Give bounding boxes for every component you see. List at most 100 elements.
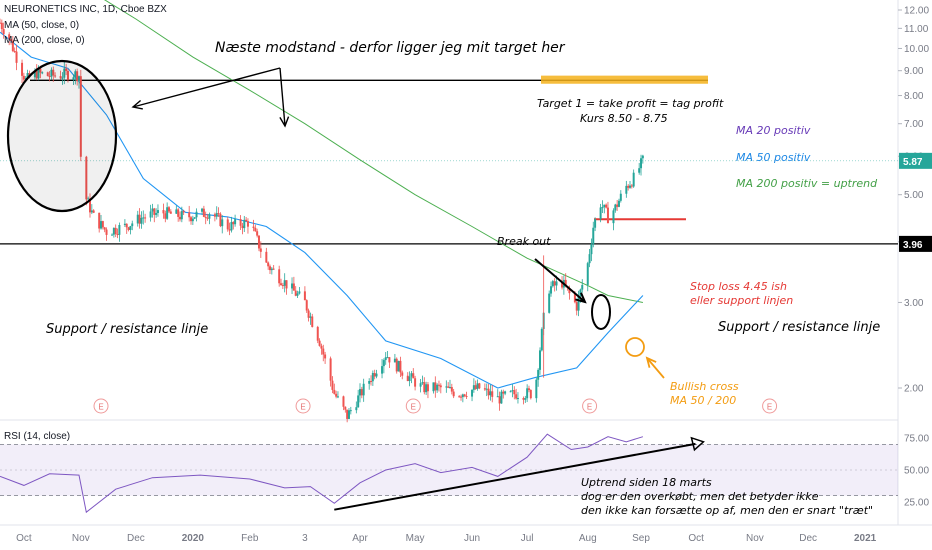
target-note-2: Kurs 8.50 - 8.75	[580, 112, 668, 125]
candle-body	[344, 406, 347, 410]
candle-body	[432, 382, 435, 392]
candle-body	[489, 391, 492, 396]
candle-body	[153, 208, 156, 215]
time-tick-label: Dec	[799, 533, 817, 544]
time-tick-label: Oct	[688, 533, 704, 544]
time-tick-label: Sep	[632, 533, 650, 544]
target-note-1: Target 1 = take profit = tag profit	[537, 97, 724, 110]
candle-body	[22, 75, 25, 80]
candle-body	[498, 396, 501, 404]
annotation-shapes	[6, 59, 665, 379]
candle-body	[478, 383, 481, 389]
ma20-note: MA 20 positiv	[736, 124, 811, 137]
candle-body	[535, 379, 538, 399]
price-tick-label: 8.00	[904, 91, 924, 102]
candle-body	[0, 22, 3, 30]
rsi-overbought-band	[0, 444, 898, 496]
price-tick-label: 3.00	[904, 298, 924, 309]
candle-body	[269, 266, 271, 271]
candle-body	[291, 283, 294, 289]
candle-body	[116, 234, 119, 236]
candle-body	[50, 69, 53, 77]
candle-body	[579, 289, 582, 297]
candle-body	[581, 284, 584, 290]
candle-body	[496, 396, 499, 398]
price-axis: 2.003.004.005.006.007.008.009.0010.0011.…	[898, 6, 932, 509]
ma200-legend[interactable]: MA (200, close, 0)	[4, 35, 85, 46]
candle-body	[11, 40, 14, 52]
candle-body	[386, 357, 389, 359]
candle-body	[74, 71, 77, 78]
candle-body	[8, 34, 11, 40]
candle-body	[2, 29, 5, 35]
candle-body	[204, 216, 207, 218]
breakout-arrow	[534, 258, 586, 303]
price-tick-label: 5.00	[904, 190, 924, 201]
rsi-legend[interactable]: RSI (14, close)	[4, 431, 71, 442]
candle-body	[349, 410, 352, 412]
candle-body	[603, 204, 606, 208]
candle-body	[85, 156, 88, 200]
candle-body	[474, 385, 477, 389]
candle-body	[281, 285, 284, 287]
candle-body	[283, 280, 286, 286]
candle-body	[586, 263, 589, 285]
candle-body	[77, 76, 80, 82]
bullish-cross-circle	[625, 337, 645, 357]
earnings-marker	[582, 398, 598, 414]
candle-body	[516, 398, 519, 400]
price-tick-label: 11.00	[904, 24, 929, 35]
ma50-legend[interactable]: MA (50, close, 0)	[4, 20, 80, 31]
candle-body	[114, 227, 117, 235]
candle-body	[450, 387, 453, 392]
candle-body	[485, 388, 488, 390]
candle-body	[15, 51, 18, 63]
support-price-badge	[899, 235, 932, 252]
candle-body	[305, 300, 308, 311]
candle-body	[195, 211, 198, 218]
candle-body	[149, 211, 152, 218]
candle-body	[13, 51, 16, 53]
candle-body	[401, 372, 404, 376]
candle-body	[447, 386, 450, 388]
candle-body	[511, 390, 514, 392]
symbol-title[interactable]: NEURONETICS INC, 1D, Cboe BZX	[4, 4, 167, 15]
candle-body	[329, 358, 332, 381]
candle-body	[472, 385, 475, 390]
time-tick-label: Feb	[241, 533, 259, 544]
resistance-arrow-left	[132, 67, 281, 108]
candle-body	[37, 68, 40, 79]
candle-body	[362, 383, 365, 396]
earnings-marker-label: E	[300, 403, 305, 412]
candle-body	[123, 223, 126, 225]
candle-body	[629, 185, 631, 188]
candle-body	[437, 384, 440, 386]
candle-body	[347, 410, 350, 419]
candle-body	[551, 281, 554, 287]
earnings-marker-label: E	[767, 403, 772, 412]
resistance-ellipse	[6, 59, 118, 213]
candle-body	[10, 39, 13, 41]
candle-body	[256, 231, 259, 236]
candle-body	[375, 373, 378, 377]
resistance-arrow-down	[279, 67, 286, 127]
candle-body	[164, 213, 167, 219]
candle-body	[408, 376, 411, 382]
candle-body	[529, 390, 532, 399]
candle-body	[592, 227, 595, 245]
candle-body	[100, 221, 103, 229]
candle-body	[79, 76, 82, 157]
candle-body	[221, 219, 224, 227]
earnings-marker-label: E	[98, 403, 103, 412]
rsi-note-3: den ikke kan forsætte op af, men den er …	[581, 504, 874, 517]
candle-body	[267, 262, 270, 267]
candle-body	[63, 68, 66, 78]
candle-body	[550, 286, 553, 294]
candle-body	[316, 326, 319, 341]
candle-body	[336, 396, 339, 398]
support-note-left: Support / resistance linje	[46, 322, 209, 337]
candle-body	[177, 209, 180, 217]
time-tick-label: May	[406, 533, 425, 544]
resistance-arrow-left-head	[131, 99, 143, 110]
